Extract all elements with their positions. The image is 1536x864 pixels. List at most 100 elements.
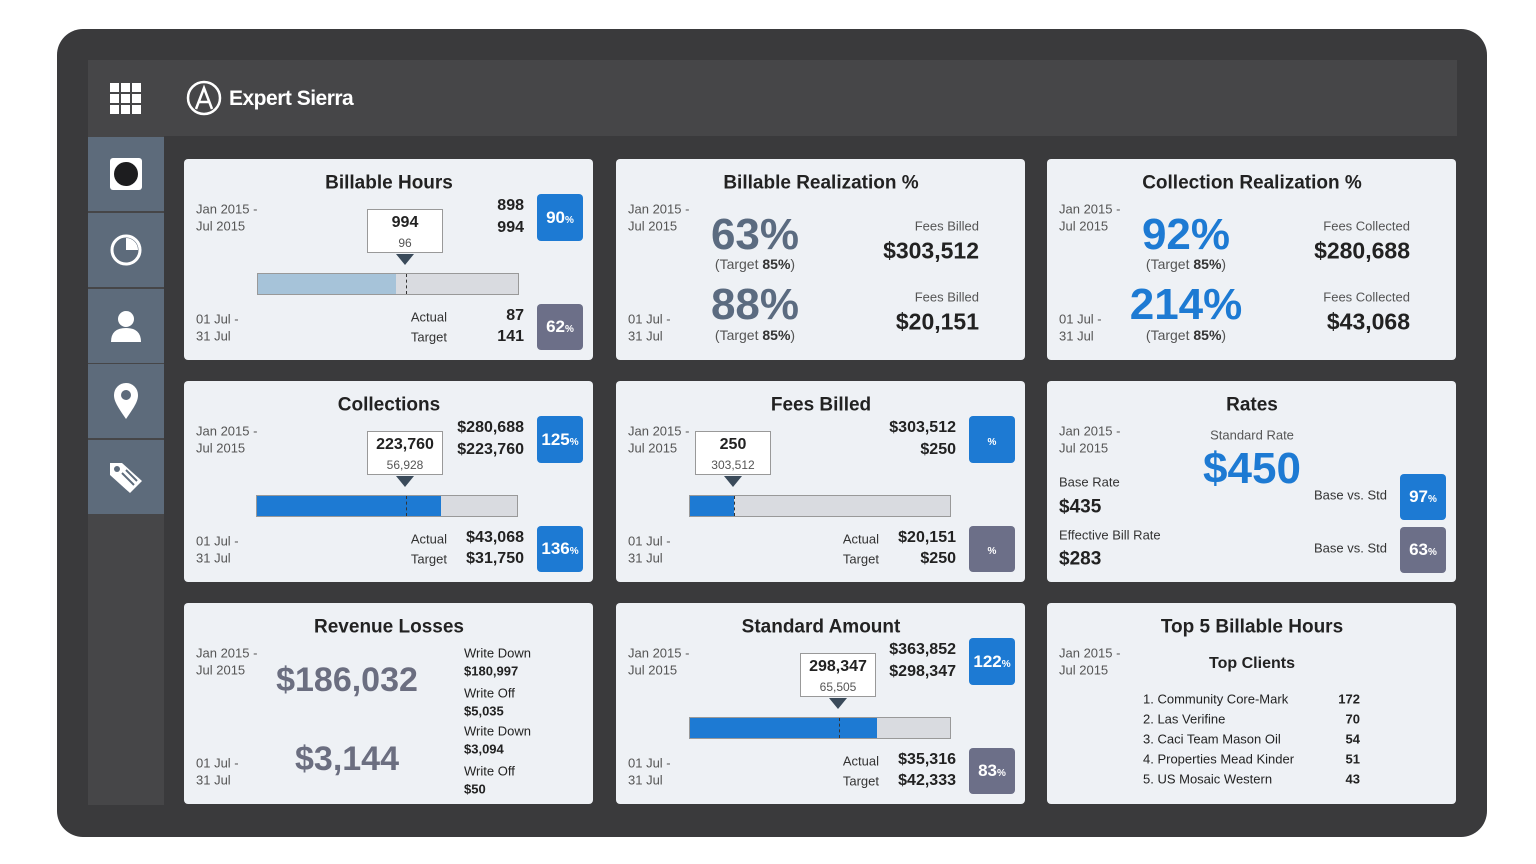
effective-rate: $283 — [1059, 548, 1102, 570]
badge-value: 83 — [978, 761, 997, 780]
target-note: (Target 85%) — [1146, 257, 1226, 271]
month-actual: 87 — [506, 307, 524, 324]
card-title: Top 5 Billable Hours — [1160, 616, 1344, 638]
callout-pointer — [724, 476, 742, 487]
callout-subvalue: 303,512 — [711, 458, 755, 472]
brand-name: Expert Sierra — [229, 87, 354, 110]
nav-item[interactable] — [88, 364, 164, 438]
target-part: ) — [790, 327, 796, 343]
period-label: 01 Jul - — [628, 755, 671, 771]
callout-value: 223,760 — [376, 436, 434, 453]
callout — [367, 209, 443, 253]
month-actual: $20,151 — [898, 529, 956, 546]
target-note: (Target 85%) — [1146, 328, 1226, 342]
period-label: Jul 2015 — [196, 440, 246, 456]
callout-pointer — [396, 476, 414, 487]
target-part: (Target — [714, 327, 763, 343]
card-title: Collections — [337, 394, 441, 416]
period-label: 01 Jul - — [628, 533, 671, 549]
badge-unit: % — [565, 324, 574, 335]
nav-item[interactable] — [88, 213, 164, 287]
target-label: Target — [842, 551, 879, 567]
callout-subvalue: 96 — [398, 236, 412, 250]
month-target: $42,333 — [898, 772, 956, 789]
period-label: Jan 2015 - — [628, 201, 690, 217]
loss-amount: $180,997 — [464, 663, 519, 679]
percent-badge: 136% — [537, 526, 583, 572]
ytd-actual: $280,688 — [457, 419, 524, 436]
icon — [111, 311, 141, 342]
amount-label: Fees Billed — [914, 218, 979, 234]
ytd-actual: $303,512 — [889, 419, 956, 436]
nav-item[interactable] — [88, 440, 164, 514]
amount-label: Fees Collected — [1323, 218, 1410, 234]
amount-value: $20,151 — [895, 308, 979, 335]
progress-marker — [406, 496, 407, 516]
kpi-card: Fees Billed Jan 2015 - Jul 2015 01 Jul -31 … — [616, 381, 1025, 582]
badge-value: 63 — [1409, 540, 1428, 559]
percent-badge: 125% — [537, 416, 583, 463]
badge-value: 97 — [1409, 487, 1428, 506]
loss-amount: $3,094 — [464, 741, 504, 757]
card-title: Standard Amount — [741, 616, 901, 638]
badge-value: 62 — [546, 317, 565, 336]
period-label: Jul 2015 — [628, 440, 678, 456]
base-rate: $435 — [1059, 496, 1102, 518]
target-label: Target — [410, 551, 447, 567]
percent-badge: 83% — [969, 748, 1015, 794]
target-label: Target — [410, 329, 447, 345]
month-target: 141 — [497, 328, 524, 345]
period-label: Jan 2015 - — [196, 645, 258, 661]
progress-fill — [690, 718, 877, 738]
badge-unit: % — [987, 546, 997, 557]
period-label: 01 Jul - — [196, 311, 239, 327]
kpi-card: Top 5 Billable Hours Jan 2015 - Jul 2015 To… — [1047, 603, 1456, 804]
base-label: Base Rate — [1059, 474, 1120, 490]
client-hours: 51 — [1345, 751, 1360, 767]
card-title: Rates — [1226, 394, 1278, 416]
ytd-target: $223,760 — [457, 441, 524, 458]
list-subtitle: Top Clients — [1209, 655, 1295, 672]
kpi-card: Billable Hours Jan 2015 - Jul 2015 01 Jul -… — [184, 159, 593, 360]
badge-value: 90 — [546, 207, 565, 227]
kpi-card: Billable Realization % Jan 2015 - Jul 2015… — [616, 159, 1025, 360]
kpi-card: Collection Realization % Jan 2015 - Jul 20… — [1047, 159, 1456, 360]
client-name: 3. Caci Team Mason Oil — [1143, 731, 1281, 747]
ytd-actual: 898 — [497, 197, 524, 214]
target-part: (Target — [714, 256, 763, 272]
client-hours: 43 — [1345, 771, 1360, 787]
period-label: 01 Jul - — [1059, 311, 1102, 327]
period-label: 01 Jul - — [196, 755, 239, 771]
target-part: 85% — [762, 256, 791, 272]
callout-pointer — [829, 698, 847, 709]
callout-value: 994 — [391, 214, 419, 231]
progress-bar — [257, 273, 519, 295]
period-label: 31 Jul — [196, 328, 231, 344]
callout-subvalue: 65,505 — [819, 680, 857, 694]
period-label: Jul 2015 — [1059, 218, 1109, 234]
nav-item[interactable] — [88, 137, 164, 211]
callout — [800, 653, 876, 697]
target-note: (Target 85%) — [715, 257, 795, 271]
kpi-card: Collections Jan 2015 - Jul 2015 01 Jul -31 … — [184, 381, 593, 582]
badge-unit: % — [569, 546, 579, 557]
card-title: Revenue Losses — [314, 616, 464, 638]
amount-value: $280,688 — [1314, 237, 1410, 264]
period-label: Jul 2015 — [196, 662, 246, 678]
icon — [114, 383, 138, 419]
amount-value: $303,512 — [883, 237, 979, 264]
badge-unit: % — [997, 768, 1006, 779]
loss-label: Write Off — [464, 685, 515, 701]
kpi-card: Standard Amount Jan 2015 - Jul 2015 01 Jul … — [616, 603, 1025, 804]
badge-value: 125 — [541, 429, 570, 449]
loss-total: $186,032 — [276, 661, 418, 699]
percent-badge: % — [969, 416, 1015, 463]
badge-unit: % — [569, 436, 579, 448]
nav-item[interactable] — [88, 289, 164, 363]
callout — [367, 431, 443, 475]
client-hours: 54 — [1345, 731, 1360, 747]
apps-menu[interactable] — [110, 83, 142, 115]
logo — [186, 80, 222, 116]
loss-label: Write Down — [464, 723, 531, 739]
actual-label: Actual — [410, 531, 447, 547]
